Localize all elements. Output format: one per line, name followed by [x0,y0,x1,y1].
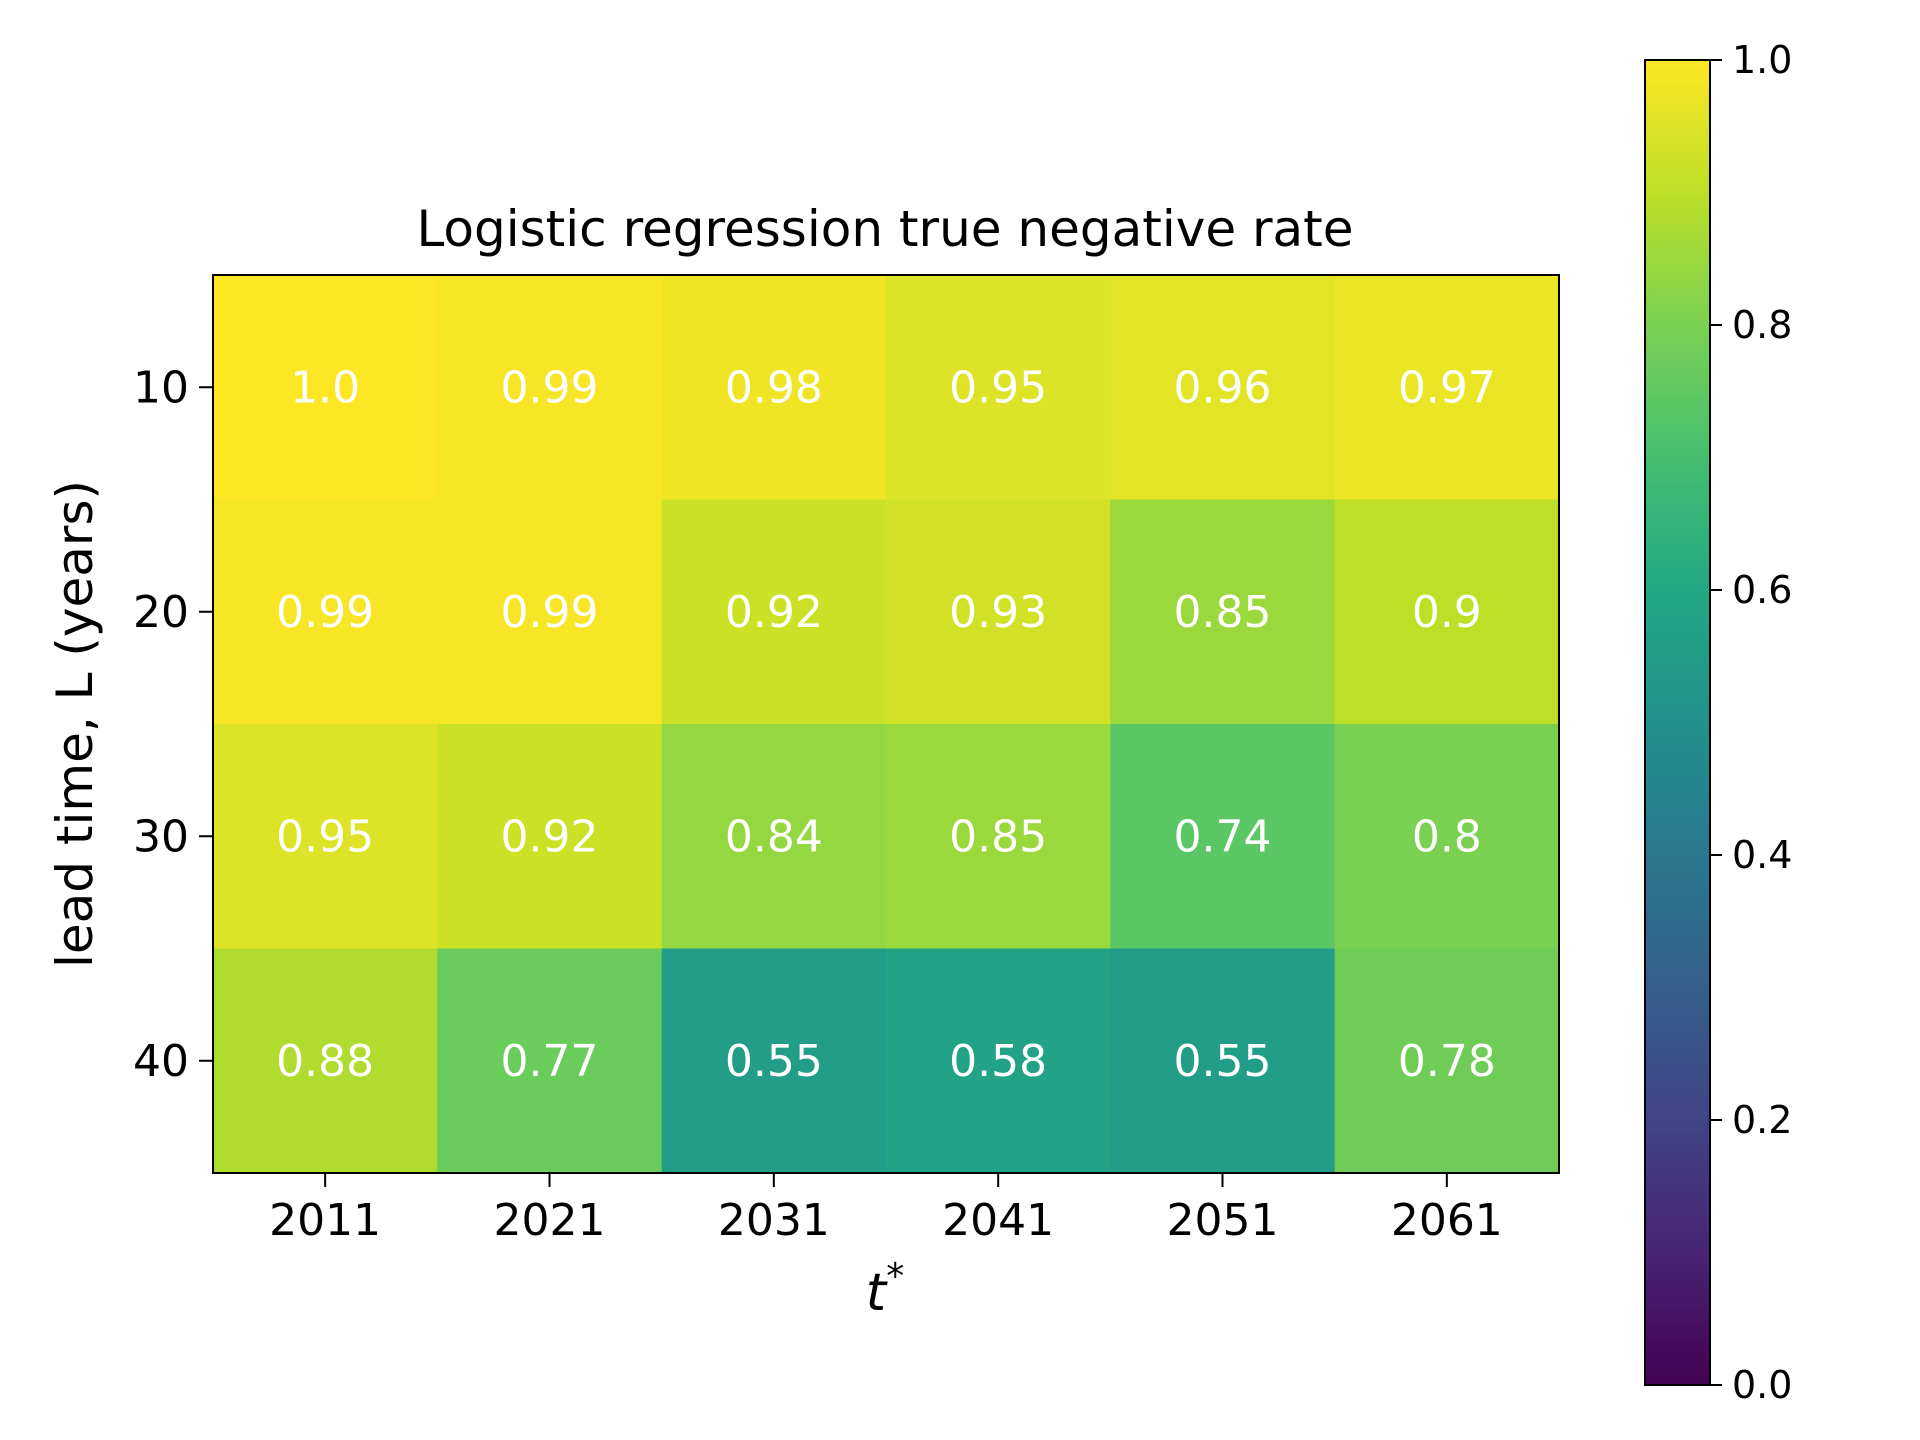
y-axis-label: lead time, L (years) [46,480,104,968]
heatmap-cell-labels: 1.0 0.99 0.98 0.95 0.96 0.97 0.99 0.99 0.92 0.93 0… [276,362,1496,1087]
cell-label-r3-c3: 0.58 [949,1036,1047,1087]
x-tick-label-2: 2031 [718,1195,830,1246]
cell-label-r3-c2: 0.55 [725,1036,823,1087]
heatmap-cell-r0-c5 [1334,275,1560,500]
cell-label-r2-c4: 0.74 [1174,811,1272,862]
cell-label-r1-c4: 0.85 [1174,587,1272,638]
y-tick-label-0: 10 [133,362,189,413]
x-tick-label-0: 2011 [269,1195,381,1246]
y-tick-label-3: 40 [133,1036,189,1087]
colorbar-tick-label-5: 1.0 [1732,38,1792,82]
heatmap-cell-r3-c3 [886,948,1111,1174]
cell-label-r2-c5: 0.8 [1412,811,1482,862]
heatmap-cell-r3-c1 [437,948,663,1174]
cell-label-r0-c1: 0.99 [501,362,599,413]
colorbar-tick-label-2: 0.4 [1732,833,1792,877]
heatmap-cell-r1-c2 [661,499,887,725]
heatmap-cell-r0-c1 [437,275,663,500]
heatmap-cell-r3-c4 [1110,948,1336,1174]
cell-label-r2-c0: 0.95 [276,811,374,862]
heatmap-cell-r2-c1 [437,724,663,949]
heatmap-cell-r1-c4 [1110,499,1336,725]
cell-label-r0-c3: 0.95 [949,362,1047,413]
cell-label-r1-c0: 0.99 [276,587,374,638]
cell-label-r0-c4: 0.96 [1174,362,1272,413]
cell-label-r3-c4: 0.55 [1174,1036,1272,1087]
colorbar-tick-label-3: 0.6 [1732,568,1792,612]
cell-label-r1-c1: 0.99 [501,587,599,638]
x-tick-label-1: 2021 [494,1195,606,1246]
cell-label-r0-c0: 1.0 [290,362,360,413]
colorbar-tick-label-4: 0.8 [1732,303,1792,347]
y-axis: 10 20 30 40 [133,362,213,1087]
x-axis-label-superscript: * [886,1256,904,1297]
cell-label-r0-c5: 0.97 [1398,362,1496,413]
heatmap-cell-r0-c0 [213,275,438,500]
heatmap-cell-r2-c2 [661,724,887,949]
cell-label-r2-c1: 0.92 [501,811,599,862]
heatmap-cell-r2-c5 [1334,724,1560,949]
colorbar [1644,59,1711,1386]
heatmap-cell-r2-c4 [1110,724,1336,949]
x-tick-label-5: 2061 [1391,1195,1503,1246]
colorbar-tick-label-1: 0.2 [1732,1098,1792,1142]
heatmap-cell-r1-c3 [886,499,1111,725]
cell-label-r1-c2: 0.92 [725,587,823,638]
x-tick-label-4: 2051 [1167,1195,1279,1246]
chart-title: Logistic regression true negative rate [416,200,1353,258]
heatmap-cell-r1-c5 [1334,499,1560,725]
cell-label-r2-c2: 0.84 [725,811,823,862]
heatmap-cell-r3-c2 [661,948,887,1174]
cell-label-r1-c5: 0.9 [1412,587,1482,638]
heatmap-cell-r3-c0 [213,948,438,1174]
heatmap-cell-r0-c2 [661,275,887,500]
cell-label-r1-c3: 0.93 [949,587,1047,638]
x-axis-label: t* [866,1256,904,1323]
cell-label-r2-c3: 0.85 [949,811,1047,862]
y-tick-label-1: 20 [133,587,189,638]
cell-label-r0-c2: 0.98 [725,362,823,413]
y-tick-label-2: 30 [133,811,189,862]
x-axis-label-base: t [866,1263,888,1323]
heatmap-cell-r3-c5 [1334,948,1560,1174]
x-tick-label-3: 2041 [942,1195,1054,1246]
cell-label-r3-c0: 0.88 [276,1036,374,1087]
x-axis: 2011 2021 2031 2041 2051 2061 [269,1173,1503,1246]
plot-frame [212,274,1560,1174]
cell-label-r3-c5: 0.78 [1398,1036,1496,1087]
colorbar-tick-label-0: 0.0 [1732,1363,1792,1407]
heatmap-cell-r0-c4 [1110,275,1336,500]
heatmap-cell-r2-c3 [886,724,1111,949]
heatmap-cell-r0-c3 [886,275,1111,500]
heatmap-cells [213,275,1560,1174]
heatmap-cell-r2-c0 [213,724,438,949]
cell-label-r3-c1: 0.77 [501,1036,599,1087]
heatmap-cell-r1-c1 [437,499,663,725]
heatmap-cell-r1-c0 [213,499,438,725]
colorbar-ticks: 0.0 0.2 0.4 0.6 0.8 1.0 [1710,38,1792,1407]
